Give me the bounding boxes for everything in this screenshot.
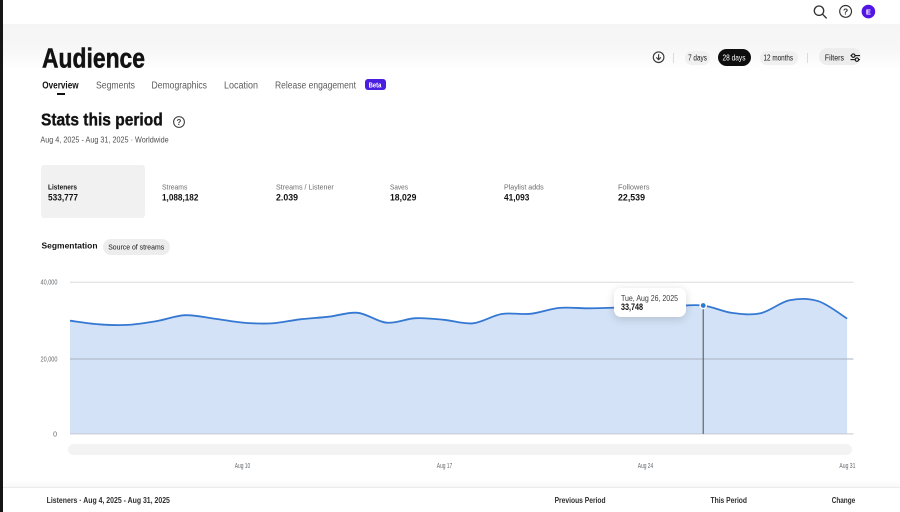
svg-text:Listeners: Listeners bbox=[48, 182, 77, 191]
svg-text:18,029: 18,029 bbox=[390, 193, 416, 203]
svg-text:Tue, Aug 26, 2025: Tue, Aug 26, 2025 bbox=[621, 294, 678, 303]
svg-text:Audience: Audience bbox=[42, 43, 145, 74]
svg-text:Source of streams: Source of streams bbox=[108, 243, 164, 252]
svg-text:2.039: 2.039 bbox=[276, 193, 298, 203]
svg-text:Demographics: Demographics bbox=[152, 81, 208, 92]
svg-text:Stats this period: Stats this period bbox=[41, 110, 163, 130]
svg-text:Segmentation: Segmentation bbox=[42, 240, 98, 250]
svg-text:Aug 31: Aug 31 bbox=[839, 463, 855, 470]
svg-text:533,777: 533,777 bbox=[48, 193, 78, 203]
svg-text:Aug 10: Aug 10 bbox=[235, 463, 251, 470]
svg-text:Listeners · Aug 4, 2025 - Aug: Listeners · Aug 4, 2025 - Aug 31, 2025 bbox=[47, 495, 170, 505]
svg-text:Aug 17: Aug 17 bbox=[437, 463, 453, 470]
svg-text:41,093: 41,093 bbox=[504, 193, 529, 203]
svg-text:Playlist adds: Playlist adds bbox=[504, 182, 544, 191]
svg-text:Streams: Streams bbox=[162, 182, 188, 191]
svg-text:Followers: Followers bbox=[618, 182, 650, 191]
svg-text:7 days: 7 days bbox=[688, 54, 707, 63]
svg-text:Segments: Segments bbox=[96, 81, 135, 92]
svg-text:Overview: Overview bbox=[42, 81, 78, 92]
svg-text:Previous Period: Previous Period bbox=[555, 495, 606, 505]
svg-text:This Period: This Period bbox=[711, 495, 748, 505]
svg-text:20,000: 20,000 bbox=[41, 356, 58, 363]
svg-text:1,088,182: 1,088,182 bbox=[162, 193, 198, 203]
svg-text:33,748: 33,748 bbox=[621, 302, 643, 312]
svg-text:0: 0 bbox=[53, 431, 57, 438]
svg-text:Filters: Filters bbox=[825, 53, 844, 62]
svg-text:Streams / Listener: Streams / Listener bbox=[276, 182, 334, 191]
svg-text:Change: Change bbox=[832, 495, 856, 505]
svg-text:Saves: Saves bbox=[390, 182, 408, 191]
svg-text:22,539: 22,539 bbox=[618, 193, 645, 203]
svg-text:Aug 4, 2025 - Aug 31, 2025 · W: Aug 4, 2025 - Aug 31, 2025 · Worldwide bbox=[40, 136, 169, 145]
svg-text:E: E bbox=[866, 8, 871, 17]
svg-text:28 days: 28 days bbox=[723, 53, 746, 62]
svg-text:12 months: 12 months bbox=[764, 54, 794, 63]
svg-text:40,000: 40,000 bbox=[41, 280, 58, 287]
svg-text:?: ? bbox=[176, 118, 181, 127]
svg-text:Release engagement: Release engagement bbox=[275, 81, 356, 92]
svg-text:Location: Location bbox=[224, 81, 258, 92]
svg-text:Beta: Beta bbox=[369, 82, 382, 89]
svg-text:?: ? bbox=[843, 7, 848, 17]
svg-text:Aug 24: Aug 24 bbox=[638, 463, 654, 470]
